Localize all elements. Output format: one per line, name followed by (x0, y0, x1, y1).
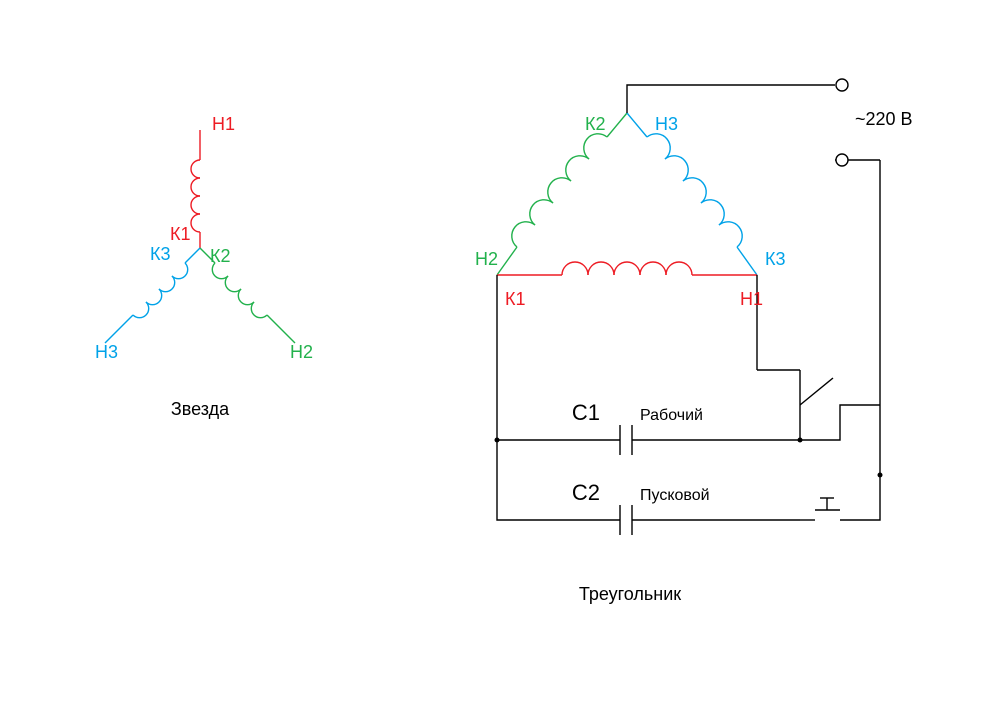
delta-label-k3: К3 (765, 249, 786, 269)
delta-label-h1: H1 (740, 289, 763, 309)
star-label-h3: H3 (95, 342, 118, 362)
cap1-name: С1 (572, 400, 600, 425)
star-title: Звезда (171, 399, 230, 419)
delta-connection: К2 H3 H2 К3 К1 H1 ~220 В С1 Рабочий С2 П… (475, 79, 913, 604)
delta-label-k2: К2 (585, 114, 606, 134)
delta-wiring (495, 79, 883, 535)
cap2-name: С2 (572, 480, 600, 505)
star-label-k1: К1 (170, 224, 191, 244)
schematic-diagram: H1 К1 К2 К3 H2 H3 Звезда (0, 0, 1000, 707)
delta-label-h2: H2 (475, 249, 498, 269)
delta-winding-red (497, 262, 757, 275)
star-label-h1: H1 (212, 114, 235, 134)
star-winding-h1 (191, 130, 200, 248)
cap1-desc: Рабочий (640, 407, 703, 424)
star-label-h2: H2 (290, 342, 313, 362)
star-label-k2: К2 (210, 246, 231, 266)
delta-title: Треугольник (579, 584, 681, 604)
star-connection: H1 К1 К2 К3 H2 H3 Звезда (95, 114, 313, 419)
voltage-label: ~220 В (855, 109, 913, 129)
delta-label-k1: К1 (505, 289, 526, 309)
delta-winding-green (497, 113, 627, 275)
delta-winding-blue (627, 113, 757, 275)
cap2-desc: Пусковой (640, 487, 710, 504)
star-label-k3: К3 (150, 244, 171, 264)
delta-label-h3: H3 (655, 114, 678, 134)
